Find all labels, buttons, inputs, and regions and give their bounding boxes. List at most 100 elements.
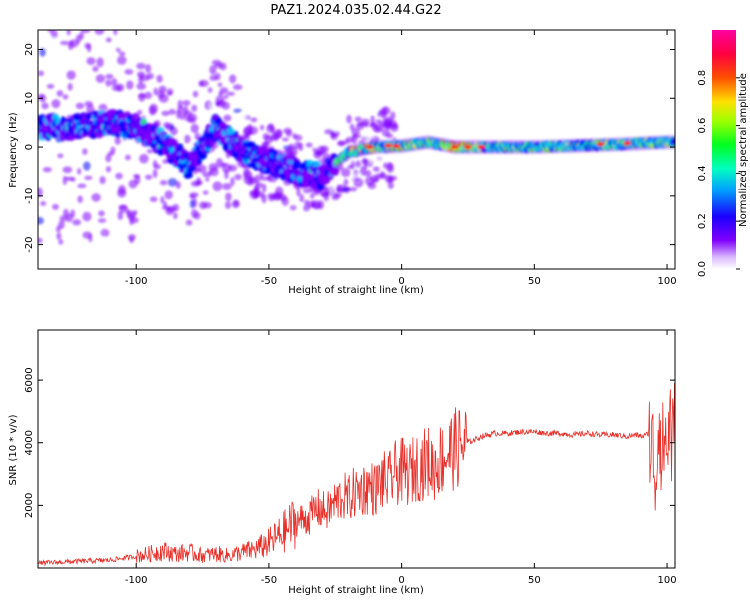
heatmap-cell [208,163,218,172]
heatmap-cell [359,166,367,177]
heatmap-cell [463,145,472,150]
heatmap-cell [105,79,112,87]
heatmap-cell [305,142,313,148]
y-tick-label: 0 [24,144,35,150]
snr-y-label: SNR (10 * v/v) [8,414,19,485]
heatmap-cell [111,78,118,87]
heatmap-cell [194,167,202,173]
heatmap-cell [38,187,43,198]
heatmap-cell [190,123,199,134]
heatmap-cell [330,132,338,141]
heatmap-cell [114,136,121,145]
heatmap-cell [215,95,225,105]
heatmap-cell [189,194,196,200]
heatmap-cell [131,217,139,224]
heatmap-cell [42,166,52,173]
heatmap-cell [62,175,68,186]
heatmap-cell [138,93,146,98]
heatmap-cell [354,160,362,168]
heatmap-cell [623,141,632,146]
heatmap-cell [309,193,315,199]
heatmap-cell [105,166,112,173]
y-tick-label: 20 [24,43,35,56]
heatmap-cell [50,30,58,39]
heatmap-cell [107,196,115,202]
heatmap-cell [254,174,261,185]
heatmap-cell [51,21,55,27]
heatmap-cell [72,219,82,226]
heatmap-cell [315,135,322,142]
heatmap-cell [58,239,64,245]
heatmap-cell [84,175,93,180]
heatmap-cell [60,40,69,46]
heatmap-cell [379,171,386,179]
heatmap-cell [99,176,106,185]
heatmap-cell [152,160,158,168]
heatmap-cell [239,112,247,123]
heatmap-cell [156,74,163,83]
heatmap-cell [50,20,56,25]
y-tick-label: 2000 [24,493,35,518]
heatmap-cell [64,176,74,181]
heatmap-cell [264,134,273,145]
heatmap-cell [98,210,105,217]
heatmap-cell [202,190,209,195]
heatmap-cell [98,103,108,112]
heatmap-cell [82,148,88,155]
heatmap-cell [372,166,380,172]
heatmap-cell [298,142,304,152]
heatmap-cell [160,196,165,204]
heatmap-cell [124,68,134,75]
heatmap-cell [384,174,393,184]
x-tick-label: 50 [528,276,541,287]
heatmap-cell [214,72,221,81]
spectrogram-x-ticks: -100 -50 0 50 100 [125,30,677,287]
heatmap-cell [254,182,264,189]
heatmap-cell [77,183,87,189]
heatmap-cell [207,87,213,93]
heatmap-cell [596,142,605,147]
heatmap-cell [347,164,355,170]
heatmap-cell [145,64,152,73]
heatmap-cell [152,169,158,179]
y-tick-label: 4000 [24,430,35,455]
heatmap-cell [48,36,56,44]
heatmap-cell [49,10,58,15]
x-tick-label: -100 [125,575,148,586]
heatmap-cell [116,47,121,53]
spectrogram-y-ticks: -20 -10 0 10 20 [24,43,675,253]
heatmap-cell [383,162,388,169]
heatmap-cell [211,59,222,66]
heatmap-cell [331,193,340,201]
heatmap-cell [373,177,379,183]
heatmap-cell [101,18,108,25]
heatmap-cell [124,154,131,161]
heatmap-cell [49,9,54,18]
heatmap-cell [75,102,85,110]
heatmap-cell [158,85,167,94]
heatmap-cell [250,117,258,123]
heatmap-cell [343,178,349,186]
heatmap-cell [281,196,289,206]
heatmap-cell [377,111,385,117]
heatmap-cell [167,178,178,187]
figure-title: PAZ1.2024.035.02.44.G22 [270,3,441,18]
heatmap-cell [281,155,291,161]
heatmap-cell [392,144,401,149]
heatmap-cell [127,234,136,241]
x-tick-label: -50 [261,276,277,287]
heatmap-cell [271,132,279,141]
heatmap-cell [137,109,143,115]
heatmap-cell [209,102,215,111]
heatmap-cell [138,73,144,84]
heatmap-cell [69,16,77,24]
heatmap-cell [365,145,374,150]
heatmap-cell [386,133,394,139]
heatmap-cell [110,146,116,154]
heatmap-cell [117,37,123,48]
heatmap-cell [233,108,242,113]
heatmap-cell [223,94,229,100]
snr-x-label: Height of straight line (km) [288,585,424,596]
heatmap-cell [47,30,54,33]
heatmap-cell [118,51,126,56]
